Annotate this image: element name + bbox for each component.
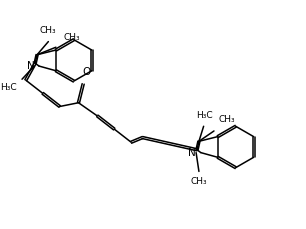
Text: H₃C: H₃C: [0, 83, 17, 92]
Text: CH₃: CH₃: [39, 26, 56, 35]
Text: CH₃: CH₃: [63, 33, 80, 42]
Text: H₃C: H₃C: [196, 111, 213, 120]
Text: N: N: [27, 61, 34, 71]
Text: N: N: [188, 148, 196, 158]
Text: CH₃: CH₃: [191, 177, 207, 186]
Text: CH₃: CH₃: [219, 115, 235, 124]
Text: O: O: [82, 67, 90, 77]
